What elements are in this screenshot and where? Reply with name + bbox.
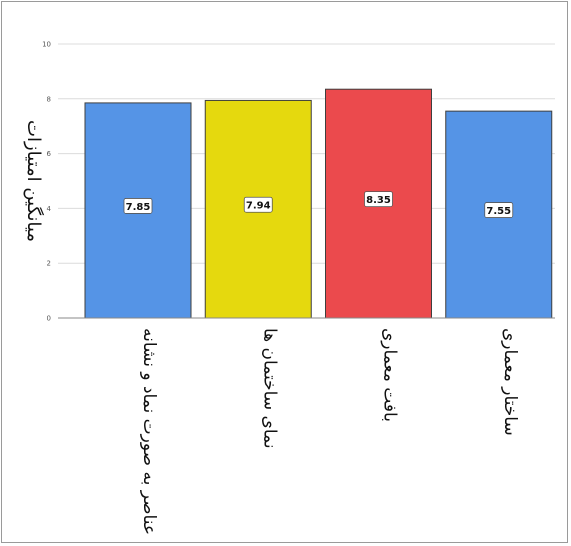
data-label-box	[484, 202, 514, 218]
category-label: عناصر به صورت نماد و نشانه	[139, 328, 159, 535]
y-tick-label: 2	[47, 260, 51, 268]
category-label: بافت معماری	[380, 328, 400, 422]
category-labels: عناصر به صورت نماد و نشانه نمای ساختمان ه…	[139, 328, 520, 535]
category-label: ساختار معماری	[500, 328, 520, 436]
y-tick-label: 0	[47, 315, 51, 323]
data-label-box	[364, 191, 393, 208]
data-label-box	[243, 196, 273, 213]
data-label-box	[123, 198, 153, 214]
data-label: 7.55	[486, 206, 511, 217]
bars	[84, 88, 553, 319]
data-label: 7.94	[246, 201, 271, 212]
y-tick-label: 4	[47, 205, 52, 213]
y-tick-label: 6	[47, 150, 52, 158]
y-tick-label: 8	[47, 95, 51, 103]
category-label: نمای ساختمان ها	[259, 328, 279, 449]
y-tick-label: 10	[42, 41, 51, 49]
y-axis-title: میانگین امتیازات	[23, 120, 45, 242]
data-label: 7.85	[126, 202, 151, 213]
data-label: 8.35	[366, 195, 391, 206]
y-axis-ticks: 0 2 4 6 8 10	[42, 41, 51, 323]
data-labels: 7.85 7.94 8.35 7.55	[123, 191, 514, 218]
